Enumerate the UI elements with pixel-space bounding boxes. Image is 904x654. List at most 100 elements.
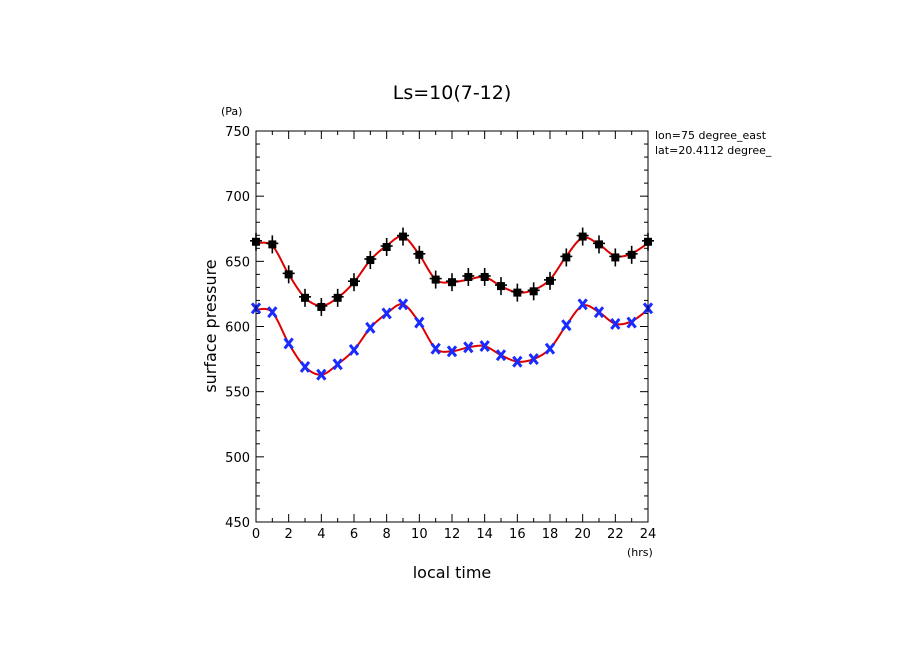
series-0-point bbox=[364, 251, 377, 270]
y-tick-label: 650 bbox=[225, 255, 250, 270]
x-axis-label: local time bbox=[413, 563, 492, 582]
series-1-point bbox=[593, 306, 605, 319]
series-1-point bbox=[577, 298, 588, 311]
series-1-point bbox=[446, 345, 458, 358]
series-0-point bbox=[544, 271, 556, 290]
x-unit-label: (hrs) bbox=[627, 546, 653, 559]
series-1-point bbox=[479, 340, 490, 352]
point-x-b bbox=[414, 316, 425, 329]
series-1-line bbox=[255, 303, 649, 376]
series-0-point bbox=[478, 267, 491, 286]
series-0-point bbox=[495, 277, 507, 296]
x-tick-label: 24 bbox=[640, 527, 657, 542]
series-0-point bbox=[625, 245, 638, 264]
x-tick-label: 22 bbox=[607, 527, 624, 542]
point-x-b bbox=[365, 321, 376, 334]
series-1-point bbox=[267, 306, 278, 319]
series-1-point bbox=[626, 316, 637, 329]
series-1-point bbox=[544, 342, 556, 355]
x-tick-label: 6 bbox=[350, 527, 358, 542]
point-x-b bbox=[528, 353, 539, 366]
series-0-point bbox=[576, 227, 589, 246]
x-tick-label: 8 bbox=[383, 527, 391, 542]
series-1-point bbox=[495, 349, 507, 362]
point-x-b bbox=[561, 319, 572, 332]
point-x-b bbox=[593, 306, 605, 319]
series-1-point bbox=[316, 368, 327, 381]
x-tick-label: 2 bbox=[285, 527, 293, 542]
plot-frame bbox=[255, 130, 649, 523]
series-0-line bbox=[255, 235, 649, 307]
series-1-point bbox=[561, 319, 572, 332]
series-1-point bbox=[397, 298, 409, 311]
series-0-point bbox=[315, 297, 328, 316]
x-tick-label: 4 bbox=[317, 527, 325, 542]
series-0-point bbox=[266, 235, 279, 254]
y-unit-label: (Pa) bbox=[221, 105, 242, 118]
x-tick-label: 20 bbox=[574, 527, 591, 542]
series-1-point bbox=[610, 317, 621, 330]
series-0-point bbox=[462, 267, 475, 286]
series-0-point bbox=[511, 283, 524, 302]
series-1-point bbox=[528, 353, 539, 366]
point-x-b bbox=[430, 342, 441, 355]
point-x-b bbox=[577, 298, 588, 311]
point-x-b bbox=[267, 306, 278, 319]
y-tick-label: 450 bbox=[225, 516, 250, 531]
y-tick-label: 750 bbox=[225, 125, 250, 140]
point-x-b bbox=[610, 317, 621, 330]
point-x-b bbox=[544, 342, 556, 355]
series-0-point bbox=[413, 245, 426, 264]
series-0-point bbox=[560, 248, 573, 267]
point-x-b bbox=[495, 349, 507, 362]
series-0-point bbox=[609, 248, 622, 267]
series-1-point bbox=[430, 342, 441, 355]
x-tick-label: 10 bbox=[411, 527, 428, 542]
series-0-point bbox=[282, 265, 295, 284]
series-0-point bbox=[380, 237, 393, 256]
longitude-annotation: lon=75 degree_east bbox=[655, 129, 767, 142]
series-0-point bbox=[331, 288, 344, 307]
series-0-point bbox=[429, 270, 442, 289]
point-x-b bbox=[626, 316, 637, 329]
point-x-b bbox=[299, 360, 311, 373]
series-1-point bbox=[381, 307, 392, 320]
series-0-point bbox=[397, 227, 409, 246]
point-x-b bbox=[479, 340, 490, 352]
point-x-b bbox=[316, 368, 327, 381]
series-1-point bbox=[365, 321, 376, 334]
series-0-point bbox=[348, 273, 360, 292]
point-x-b bbox=[381, 307, 392, 320]
series-1-point bbox=[283, 337, 294, 350]
series-1-point bbox=[414, 316, 425, 329]
x-tick-label: 16 bbox=[509, 527, 526, 542]
y-axis-label: surface pressure bbox=[201, 259, 220, 392]
series-0-point bbox=[299, 288, 311, 307]
latitude-annotation: lat=20.4112 degree_ bbox=[655, 144, 772, 157]
series-1-point bbox=[512, 355, 523, 368]
point-x-b bbox=[463, 341, 474, 354]
x-tick-label: 0 bbox=[252, 527, 260, 542]
series-1-point bbox=[348, 344, 360, 356]
point-x-b bbox=[446, 345, 458, 358]
series-0-point bbox=[593, 235, 605, 254]
x-tick-label: 18 bbox=[542, 527, 559, 542]
point-x-b bbox=[332, 358, 343, 371]
point-x-b bbox=[512, 355, 523, 368]
y-tick-label: 700 bbox=[225, 190, 250, 205]
y-tick-label: 550 bbox=[225, 386, 250, 401]
series-1-point bbox=[332, 358, 343, 371]
y-tick-label: 500 bbox=[225, 451, 250, 466]
point-x-b bbox=[348, 344, 360, 356]
series-1-point bbox=[299, 360, 311, 373]
series-0-point bbox=[446, 273, 458, 292]
x-tick-label: 14 bbox=[476, 527, 493, 542]
chart-title: Ls=10(7-12) bbox=[393, 82, 512, 104]
x-tick-label: 12 bbox=[444, 527, 461, 542]
point-x-b bbox=[397, 298, 409, 311]
series-0-point bbox=[527, 282, 540, 301]
y-tick-label: 600 bbox=[225, 321, 250, 336]
series-1-point bbox=[463, 341, 474, 354]
point-x-b bbox=[283, 337, 294, 350]
